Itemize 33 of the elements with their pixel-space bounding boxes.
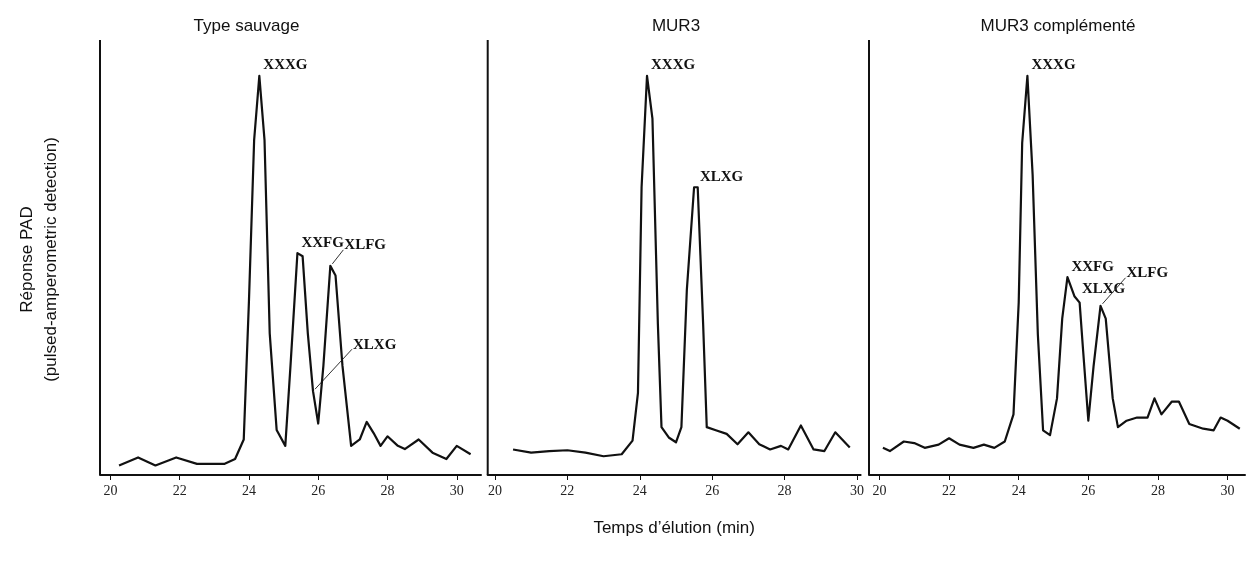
y-axis-title: Réponse PAD (pulsed-amperometric detection)	[16, 137, 60, 382]
x-tick-label: 20	[872, 482, 887, 498]
annotation: XLXG	[699, 167, 744, 184]
annotation: XLXG	[353, 335, 397, 352]
x-tick-label: 30	[1220, 482, 1235, 498]
x-tick-label: 28	[777, 482, 792, 498]
annotation: XXXG	[1031, 56, 1076, 73]
chart-title: MUR3	[651, 16, 701, 35]
x-tick-label: 26	[705, 482, 720, 498]
chart-title: Type sauvage	[193, 16, 300, 35]
annotation: XXXG	[651, 56, 696, 73]
annotation: XXFG	[301, 233, 345, 250]
x-tick-label: 22	[942, 482, 957, 498]
x-tick-label: 28	[1150, 482, 1165, 498]
x-tick-label: 24	[632, 482, 647, 498]
x-tick-label: 24	[241, 482, 256, 498]
chart-title: MUR3 complémenté	[980, 16, 1136, 35]
x-tick-label: 30	[449, 482, 464, 498]
x-tick-label: 30	[850, 482, 865, 498]
annotation: XXXG	[263, 56, 308, 73]
x-tick-label: 20	[103, 482, 118, 498]
annotation: XLXG	[1081, 279, 1126, 296]
annotation: XLFG	[1126, 264, 1169, 281]
annotation: XLFG	[344, 236, 387, 253]
x-tick-label: 24	[1011, 482, 1026, 498]
x-tick-label: 22	[560, 482, 575, 498]
x-tick-label: 26	[311, 482, 326, 498]
x-tick-label: 26	[1081, 482, 1096, 498]
x-tick-label: 28	[380, 482, 395, 498]
x-tick-label: 22	[172, 482, 187, 498]
x-tick-label: 20	[487, 482, 502, 498]
x-axis-title: Temps d’élution (min)	[593, 518, 755, 537]
annotation: XXFG	[1071, 257, 1115, 274]
